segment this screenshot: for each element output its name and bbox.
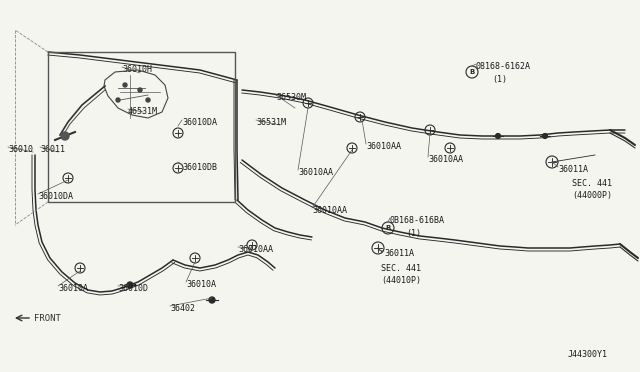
- Text: 36531M: 36531M: [256, 118, 286, 127]
- Bar: [48, 52, 235, 202]
- Circle shape: [495, 134, 500, 138]
- Text: 36010A: 36010A: [58, 284, 88, 293]
- Text: (44010P): (44010P): [381, 276, 421, 285]
- Text: 36010AA: 36010AA: [298, 168, 333, 177]
- Text: 0B168-616BA: 0B168-616BA: [390, 216, 445, 225]
- Circle shape: [209, 297, 215, 303]
- Text: 36011: 36011: [40, 145, 65, 154]
- Circle shape: [123, 83, 127, 87]
- Text: J44300Y1: J44300Y1: [568, 350, 608, 359]
- Text: 36010D: 36010D: [118, 284, 148, 293]
- Text: FRONT: FRONT: [34, 314, 61, 323]
- Text: 36011A: 36011A: [384, 249, 414, 258]
- Text: SEC. 441: SEC. 441: [572, 179, 612, 188]
- Circle shape: [138, 88, 142, 92]
- Text: B: B: [385, 225, 390, 231]
- Text: 36530M: 36530M: [276, 93, 306, 102]
- Text: 36010: 36010: [8, 145, 33, 154]
- Text: (1): (1): [406, 229, 421, 238]
- Text: 36011A: 36011A: [558, 165, 588, 174]
- Circle shape: [116, 98, 120, 102]
- Text: 36402: 36402: [170, 304, 195, 313]
- Text: 08168-6162A: 08168-6162A: [476, 62, 531, 71]
- Text: 36010H: 36010H: [122, 65, 152, 74]
- Text: 36010DA: 36010DA: [38, 192, 73, 201]
- Text: 36010DA: 36010DA: [182, 118, 217, 127]
- Circle shape: [543, 134, 547, 138]
- Text: 36010A: 36010A: [186, 280, 216, 289]
- Text: 36010AA: 36010AA: [312, 206, 347, 215]
- Text: B: B: [469, 69, 475, 75]
- Text: (1): (1): [492, 75, 507, 84]
- Text: 36010AA: 36010AA: [428, 155, 463, 164]
- Text: (44000P): (44000P): [572, 191, 612, 200]
- Text: 36010AA: 36010AA: [238, 245, 273, 254]
- Circle shape: [127, 282, 133, 288]
- Text: SEC. 441: SEC. 441: [381, 264, 421, 273]
- Circle shape: [61, 132, 69, 140]
- Text: 36010AA: 36010AA: [366, 142, 401, 151]
- Circle shape: [146, 98, 150, 102]
- Text: 46531M: 46531M: [128, 107, 158, 116]
- Text: 36010DB: 36010DB: [182, 163, 217, 172]
